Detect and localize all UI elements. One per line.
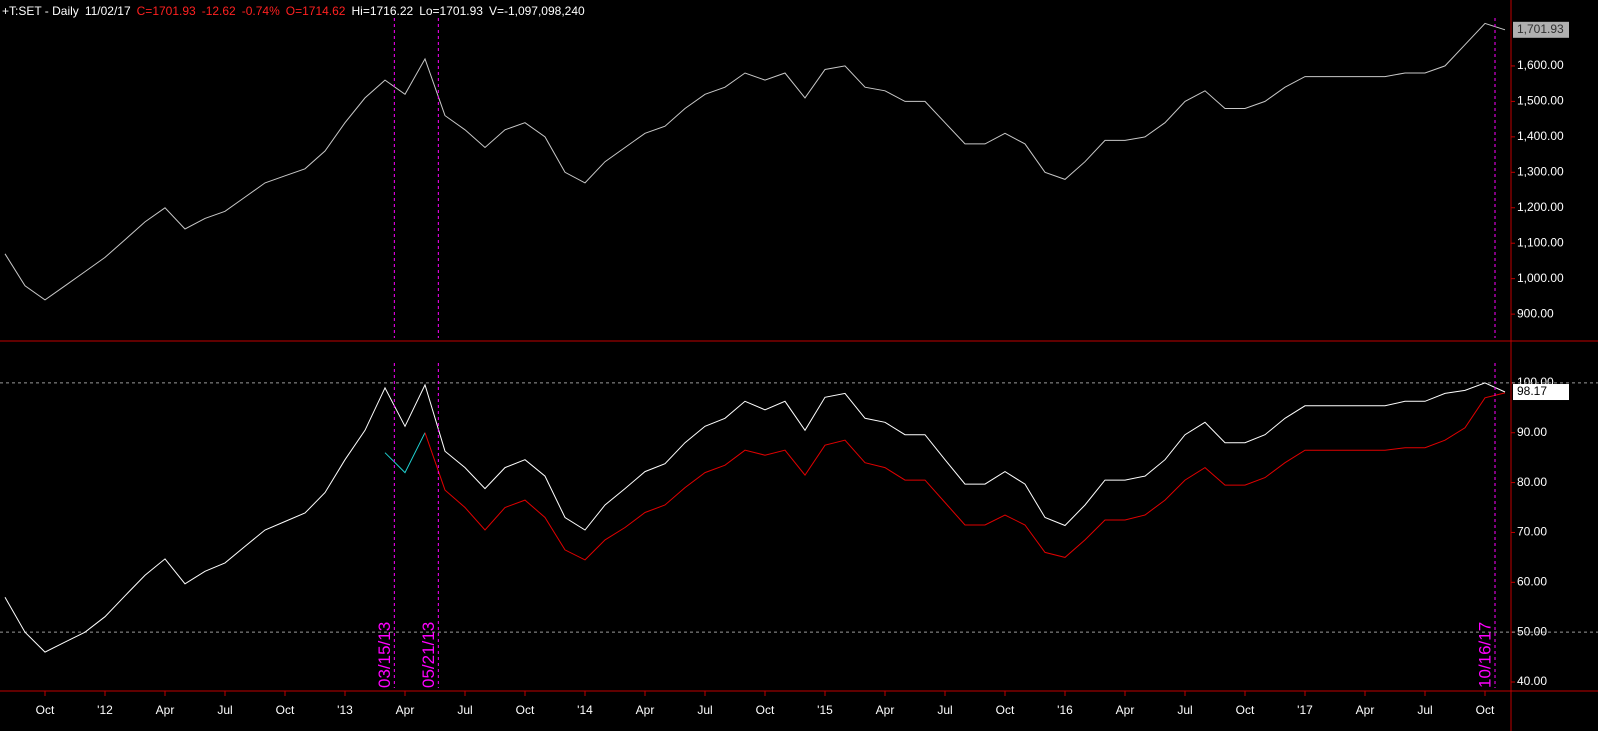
- y-tick-label: 1,000.00: [1517, 271, 1564, 285]
- x-tick-label: Apr: [636, 703, 655, 717]
- x-tick-label: '13: [337, 703, 353, 717]
- y-tick-label: 1,500.00: [1517, 94, 1564, 108]
- series-line: [424, 392, 1506, 561]
- x-tick-label: Oct: [36, 703, 55, 717]
- header-item: -12.62: [201, 4, 236, 18]
- header-item: 11/02/17: [84, 4, 131, 18]
- x-tick-label: Apr: [1116, 703, 1135, 717]
- y-tick-label: 1,400.00: [1517, 129, 1564, 143]
- last-value-label: 1,701.93: [1517, 22, 1564, 36]
- event-marker-label: 03/15/13: [375, 622, 394, 688]
- series-line: [384, 432, 426, 474]
- header-item: Lo=1701.93: [419, 4, 483, 18]
- x-tick-label: '17: [1297, 703, 1313, 717]
- header-item: V=-1,097,098,240: [488, 4, 585, 18]
- x-tick-label: Apr: [396, 703, 415, 717]
- x-tick-label: Oct: [276, 703, 295, 717]
- x-tick-label: Jul: [217, 703, 232, 717]
- x-tick-label: Jul: [1417, 703, 1432, 717]
- header-item: Hi=1716.22: [351, 4, 414, 18]
- y-tick-label: 80.00: [1517, 475, 1547, 489]
- y-tick-label: 40.00: [1517, 674, 1547, 688]
- x-tick-label: Apr: [876, 703, 895, 717]
- y-tick-label: 1,200.00: [1517, 200, 1564, 214]
- x-tick-label: Jul: [697, 703, 712, 717]
- event-marker-label: 05/21/13: [419, 622, 438, 688]
- x-tick-label: Oct: [756, 703, 775, 717]
- x-tick-label: Jul: [1177, 703, 1192, 717]
- x-tick-label: '12: [97, 703, 113, 717]
- x-tick-label: '14: [577, 703, 593, 717]
- header-item: -0.74%: [241, 4, 280, 18]
- header-item: C=1701.93: [136, 4, 196, 18]
- y-tick-label: 60.00: [1517, 574, 1547, 588]
- header-item: O=1714.62: [285, 4, 346, 18]
- last-value-box: [1513, 384, 1569, 401]
- x-tick-label: Oct: [516, 703, 535, 717]
- last-value-box: [1513, 21, 1569, 38]
- y-tick-label: 90.00: [1517, 425, 1547, 439]
- y-tick-label: 1,100.00: [1517, 235, 1564, 249]
- header-item: +T:SET - Daily: [2, 4, 79, 18]
- last-value-label: 98.17: [1517, 384, 1547, 398]
- x-tick-label: Apr: [1356, 703, 1375, 717]
- y-tick-label: 900.00: [1517, 306, 1554, 320]
- series-line: [4, 22, 1506, 301]
- event-marker-label: 10/16/17: [1475, 622, 1494, 688]
- x-tick-label: Jul: [937, 703, 952, 717]
- x-tick-label: '16: [1057, 703, 1073, 717]
- x-tick-label: '15: [817, 703, 833, 717]
- y-tick-label: 1,600.00: [1517, 58, 1564, 72]
- series-line: [4, 382, 1506, 653]
- x-tick-label: Apr: [156, 703, 175, 717]
- y-tick-label: 1,300.00: [1517, 164, 1564, 178]
- y-tick-label: 50.00: [1517, 624, 1547, 638]
- header: +T:SET - Daily 11/02/17 C=1701.93 -12.62 -0.…: [2, 4, 591, 18]
- x-tick-label: Oct: [1236, 703, 1255, 717]
- x-tick-label: Oct: [996, 703, 1015, 717]
- y-tick-label: 70.00: [1517, 525, 1547, 539]
- x-tick-label: Jul: [457, 703, 472, 717]
- x-tick-label: Oct: [1476, 703, 1495, 717]
